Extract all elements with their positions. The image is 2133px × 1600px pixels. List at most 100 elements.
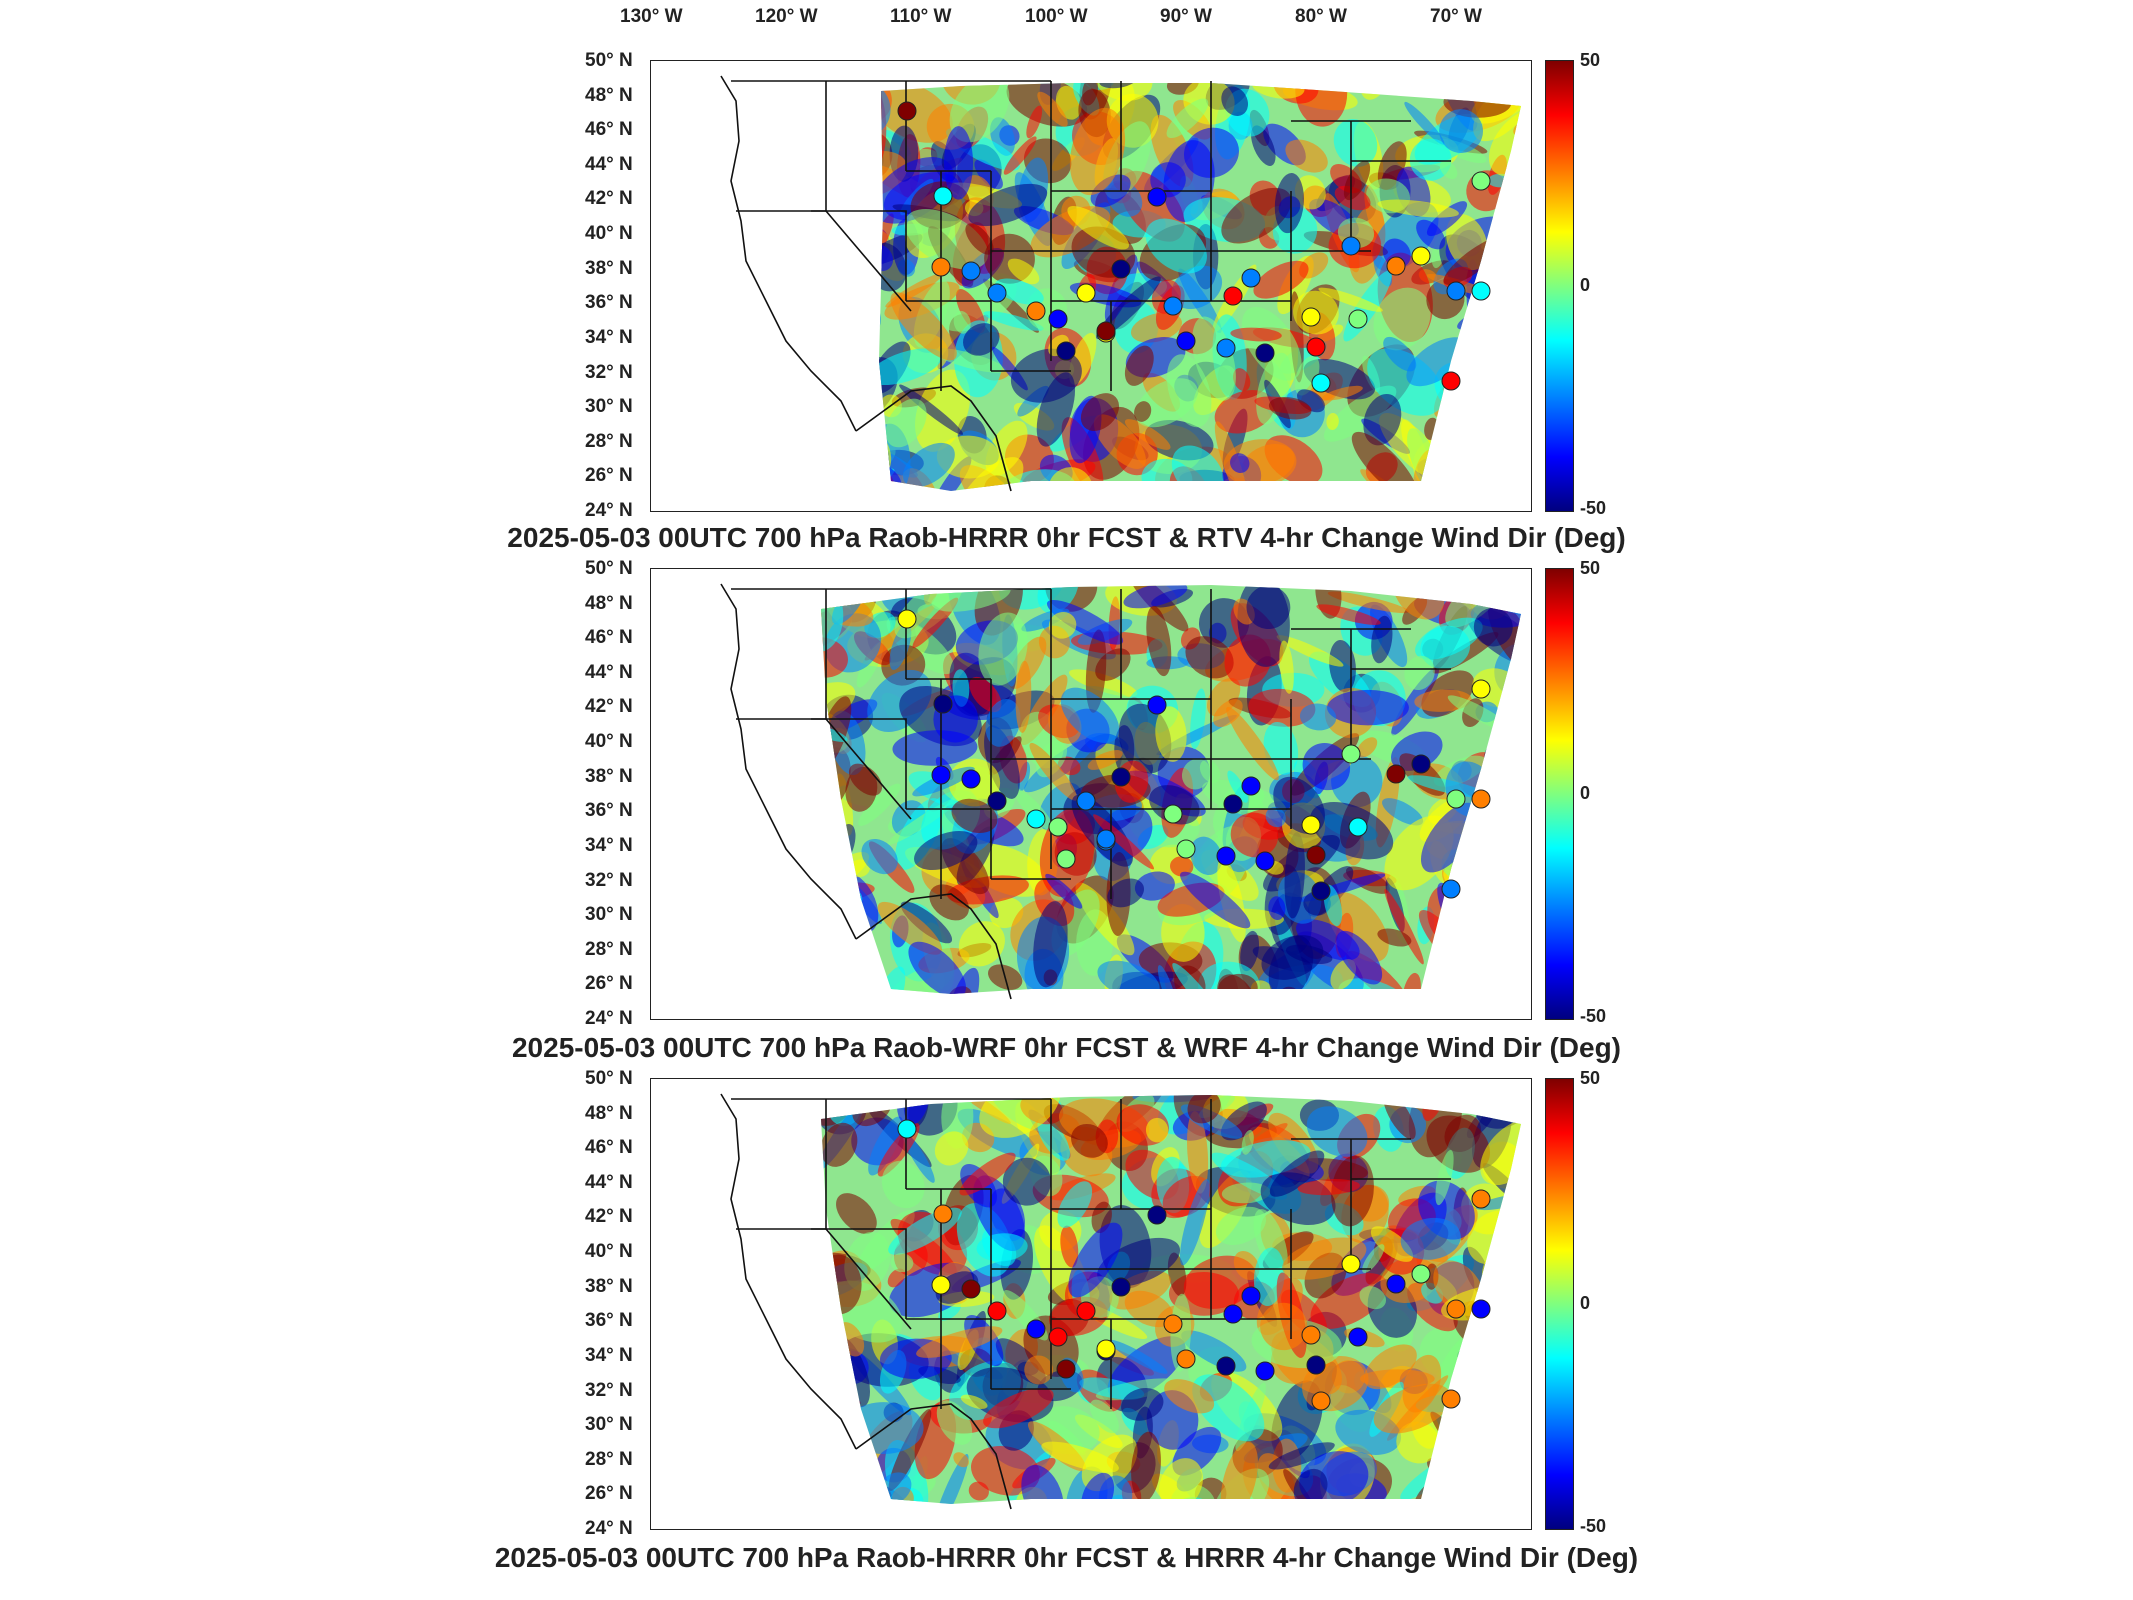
panel-title: 2025-05-03 00UTC 700 hPa Raob-HRRR 0hr F…	[494, 1542, 1639, 1573]
field-blob	[1420, 625, 1471, 670]
raob-station-marker	[1311, 881, 1331, 901]
field-blob	[949, 83, 1010, 143]
field-blob	[1233, 368, 1251, 392]
field-blob	[1099, 83, 1138, 89]
field-blob	[1024, 1355, 1054, 1385]
field-blob	[827, 374, 875, 425]
raob-station-marker	[933, 1204, 953, 1224]
raob-station-marker	[1076, 283, 1096, 303]
colorbar	[1545, 60, 1574, 512]
raob-station-marker	[1411, 1264, 1431, 1284]
field-blob	[1003, 136, 1037, 175]
field-blob	[820, 455, 872, 489]
field-blob	[1157, 965, 1177, 994]
raob-station-marker	[1026, 809, 1046, 829]
wind-direction-map	[720, 1093, 1521, 1510]
lat-label: 42° N	[585, 696, 633, 718]
field-blob	[1285, 139, 1328, 173]
raob-station-marker	[1223, 794, 1243, 814]
field-blob	[821, 1355, 847, 1385]
field-blob	[821, 905, 843, 939]
lat-label: 40° N	[585, 1241, 633, 1263]
field-blob	[1463, 405, 1481, 475]
field-blob	[960, 1394, 988, 1409]
field-blob	[1432, 1485, 1504, 1504]
raob-station-marker	[1255, 343, 1275, 363]
field-blob	[1187, 1095, 1221, 1124]
coastline	[720, 583, 857, 940]
lat-label: 32° N	[585, 1379, 633, 1401]
lat-label: 38° N	[585, 257, 633, 279]
field-blob	[1293, 1468, 1328, 1504]
field-blob	[879, 468, 895, 491]
raob-station-marker	[1301, 1325, 1321, 1345]
field-blob	[885, 398, 927, 448]
field-blob	[1268, 935, 1314, 994]
field-blob	[983, 311, 1044, 331]
lat-label: 24° N	[585, 1008, 633, 1029]
field-blob	[1230, 453, 1250, 473]
lat-label: 46° N	[585, 119, 633, 141]
lon-label: 100° W	[1025, 6, 1088, 27]
field-blob	[1382, 798, 1424, 826]
field-blob	[1180, 871, 1251, 929]
raob-station-marker	[1306, 337, 1326, 357]
field-blob	[1131, 1431, 1161, 1502]
field-blob	[1089, 1399, 1119, 1434]
field-blob	[908, 941, 966, 994]
raob-station-marker	[1341, 1254, 1361, 1274]
raob-station-marker	[1076, 791, 1096, 811]
field-blob	[1479, 83, 1502, 104]
raob-station-marker	[1348, 817, 1368, 837]
field-blob	[1422, 585, 1451, 599]
field-blob	[1145, 1117, 1169, 1143]
raob-station-marker	[1441, 371, 1461, 391]
field-blob	[1493, 737, 1516, 800]
field-blob	[811, 176, 876, 198]
field-blob	[1080, 393, 1120, 431]
field-blob	[1021, 1464, 1064, 1504]
field-blob	[1166, 98, 1209, 139]
field-blob	[1473, 840, 1518, 882]
field-blob	[1093, 414, 1146, 469]
field-blob	[1221, 1182, 1271, 1204]
lat-label: 34° N	[585, 834, 633, 856]
field-blob	[1159, 1458, 1203, 1504]
colorbar-max-label: 50	[1580, 1068, 1601, 1088]
field-blob	[1474, 1394, 1521, 1442]
raob-station-marker	[1223, 286, 1243, 306]
raob-station-marker	[1471, 1189, 1491, 1209]
raob-station-marker	[1446, 789, 1466, 809]
field-blob	[1071, 1123, 1108, 1158]
raob-station-marker	[1216, 1356, 1236, 1376]
raob-station-marker	[1471, 171, 1491, 191]
field-blob	[837, 313, 868, 344]
colorbar-mid-label: 0	[1580, 275, 1591, 295]
field-blob	[1124, 345, 1154, 386]
map-frame	[650, 1078, 1532, 1530]
field-blob	[1094, 83, 1153, 101]
field-blob	[1221, 187, 1292, 244]
field-blob	[816, 460, 870, 503]
raob-station-marker	[961, 261, 981, 281]
field-blob	[1246, 585, 1291, 630]
raob-station-marker	[1176, 331, 1196, 351]
field-blob	[1284, 832, 1305, 919]
field-blob	[1465, 882, 1492, 905]
field-blob	[1121, 1387, 1164, 1421]
field-blob	[979, 1095, 1060, 1138]
field-blob	[1037, 585, 1079, 614]
lat-label: 34° N	[585, 1344, 633, 1366]
field-blob	[821, 1333, 833, 1355]
raob-station-marker	[1096, 829, 1116, 849]
field-blob	[1483, 793, 1521, 810]
colorbar-min-label: -50	[1580, 1516, 1607, 1536]
raob-station-marker	[897, 609, 917, 629]
lon-label: 120° W	[755, 6, 818, 27]
field-blob	[978, 612, 1028, 686]
field-blob	[945, 967, 980, 994]
field-blob	[994, 278, 1044, 305]
field-blob	[890, 1253, 914, 1273]
state-line	[825, 210, 912, 312]
field-blob	[1420, 802, 1480, 873]
